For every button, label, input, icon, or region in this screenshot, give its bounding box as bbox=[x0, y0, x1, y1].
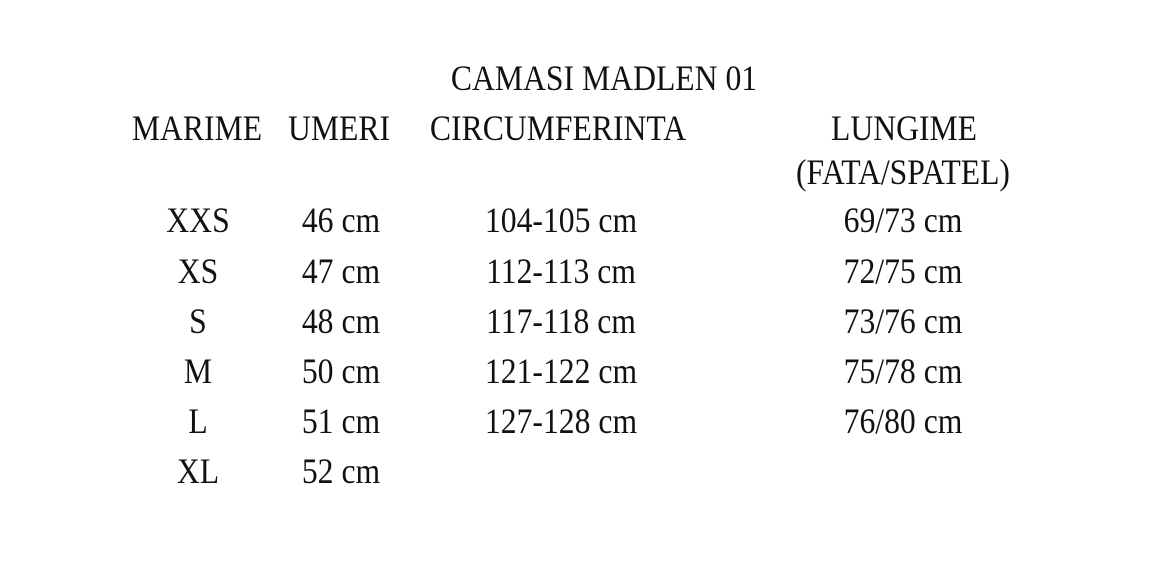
cell-shoulders: 52 cm bbox=[301, 451, 381, 491]
cell-size: L bbox=[188, 401, 208, 441]
cell-shoulders: 50 cm bbox=[301, 351, 381, 391]
cell-shoulders: 48 cm bbox=[301, 301, 381, 341]
cell-length: 76/80 cm bbox=[843, 401, 963, 441]
cell-shoulders: 46 cm bbox=[301, 200, 381, 240]
header-length-sub: (FATA/SPATEL) bbox=[796, 152, 1010, 192]
cell-size: XXS bbox=[166, 200, 230, 240]
chart-title: CAMASI MADLEN 01 bbox=[450, 58, 758, 98]
cell-length: 69/73 cm bbox=[843, 200, 963, 240]
header-size: MARIME bbox=[131, 108, 263, 148]
cell-shoulders: 51 cm bbox=[301, 401, 381, 441]
header-length: LUNGIME bbox=[830, 108, 978, 148]
cell-circumference: 117-118 cm bbox=[486, 301, 636, 341]
cell-length: 73/76 cm bbox=[843, 301, 963, 341]
cell-size: XL bbox=[176, 451, 220, 491]
cell-circumference: 104-105 cm bbox=[484, 200, 638, 240]
cell-length: 75/78 cm bbox=[843, 351, 963, 391]
cell-shoulders: 47 cm bbox=[301, 251, 381, 291]
header-shoulders: UMERI bbox=[287, 108, 391, 148]
cell-circumference: 121-122 cm bbox=[484, 351, 638, 391]
cell-size: M bbox=[183, 351, 213, 391]
cell-size: XS bbox=[177, 251, 219, 291]
cell-size: S bbox=[189, 301, 207, 341]
header-circumference: CIRCUMFERINTA bbox=[429, 108, 687, 148]
cell-circumference: 127-128 cm bbox=[484, 401, 638, 441]
cell-length: 72/75 cm bbox=[843, 251, 963, 291]
cell-circumference: 112-113 cm bbox=[486, 251, 636, 291]
